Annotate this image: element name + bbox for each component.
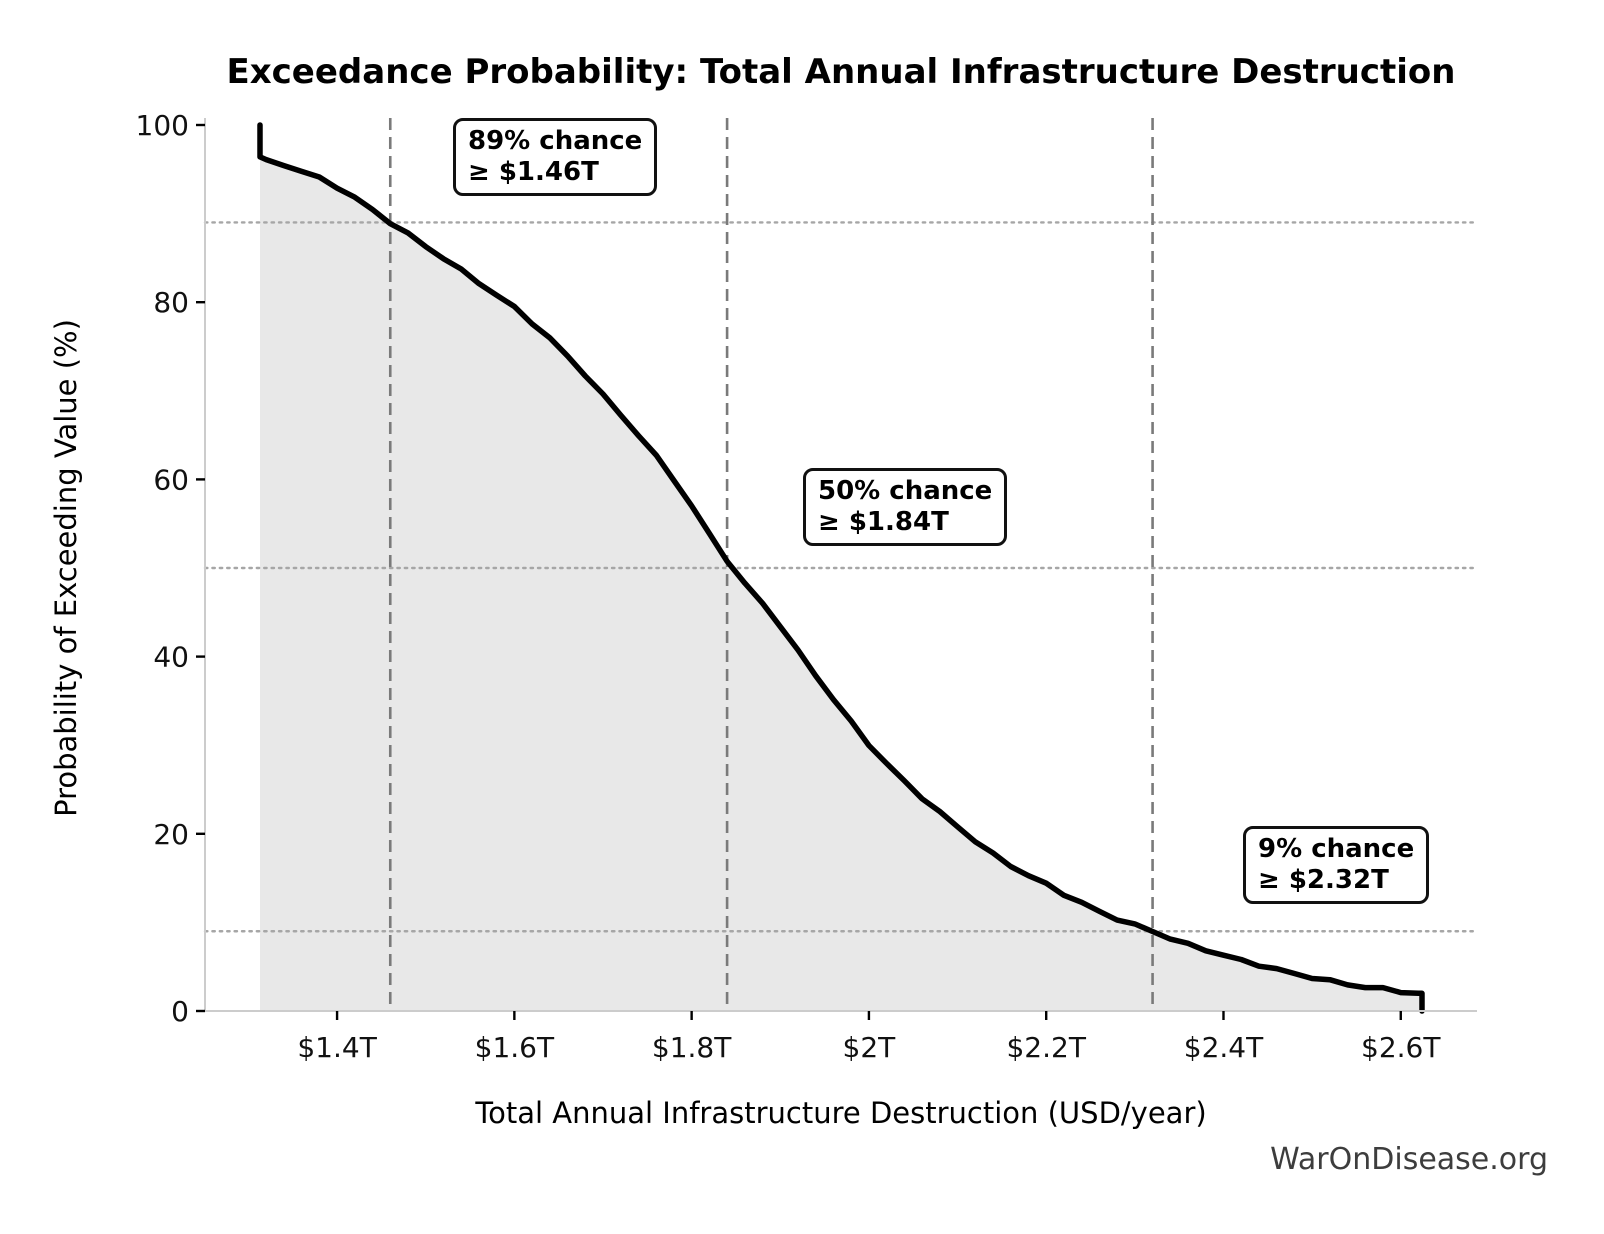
x-tick-label: $1.6T [475, 1031, 555, 1064]
annotation-line: ≥ $2.32T [1258, 865, 1389, 895]
x-tick-label: $1.8T [652, 1031, 732, 1064]
y-tick-label: 60 [153, 463, 189, 496]
x-tick-label: $1.4T [297, 1031, 377, 1064]
area-fill [260, 125, 1422, 1011]
y-tick-label: 100 [136, 109, 189, 142]
x-tick-label: $2.4T [1184, 1031, 1264, 1064]
y-tick-label: 20 [153, 818, 189, 851]
y-tick-label: 80 [153, 286, 189, 319]
y-tick-label: 40 [153, 641, 189, 674]
x-tick-label: $2T [843, 1031, 897, 1064]
annotation-50-percent: 50% chance ≥ $1.84T [803, 468, 1008, 546]
annotation-line: ≥ $1.46T [468, 157, 599, 187]
annotation-line: ≥ $1.84T [818, 507, 949, 537]
x-axis-label: Total Annual Infrastructure Destruction … [475, 1096, 1207, 1130]
chart-title: Exceedance Probability: Total Annual Inf… [226, 52, 1456, 92]
annotation-89-percent: 89% chance ≥ $1.46T [453, 118, 658, 196]
annotation-line: 50% chance [818, 476, 993, 506]
exceedance-curve [257, 122, 1425, 1014]
annotation-9-percent: 9% chance ≥ $2.32T [1243, 826, 1430, 904]
annotation-line: 89% chance [468, 126, 643, 156]
y-tick-label: 0 [171, 995, 189, 1028]
y-axis-label: Probability of Exceeding Value (%) [49, 319, 83, 817]
annotation-line: 9% chance [1258, 834, 1415, 864]
watermark-text: WarOnDisease.org [1270, 1142, 1548, 1177]
x-tick-label: $2.2T [1006, 1031, 1086, 1064]
x-tick-label: $2.6T [1361, 1031, 1441, 1064]
